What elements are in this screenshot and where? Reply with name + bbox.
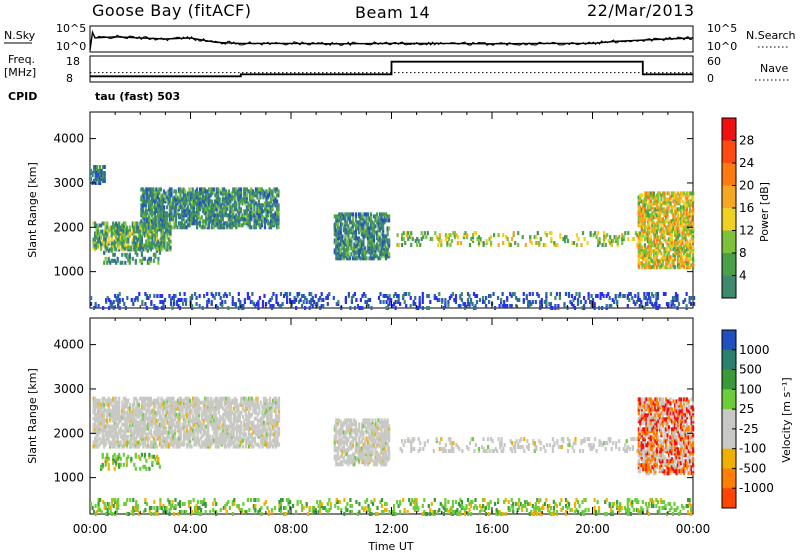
colorbar-segment: [722, 208, 736, 231]
nsky-label: N.Sky: [4, 29, 36, 42]
colorbar-tick-label: 4: [739, 269, 747, 283]
velocity-ylabel: Slant Range [km]: [26, 368, 39, 464]
colorbar-tick-label: -500: [739, 461, 766, 475]
xtick-label: 04:00: [173, 522, 208, 536]
ytick-label: 4000: [53, 132, 84, 146]
velocity-axes: 1000 2000 3000 4000 00:00 04:00 08:00 12:00 16:0…: [53, 318, 710, 536]
freq-label-line2: [MHz]: [4, 66, 36, 79]
power-panel-frame: [89, 111, 694, 309]
ytick-label: 4000: [53, 338, 84, 352]
ytick-label: 3000: [53, 176, 84, 190]
xtick-label: 20:00: [575, 522, 610, 536]
echo-region: [90, 498, 693, 516]
xtick-label: 00:00: [676, 522, 711, 536]
velocity-colorbar-label: Velocity [m s⁻¹]: [780, 377, 793, 462]
freq-panel-frame: [89, 55, 694, 83]
noise-series: [89, 29, 694, 51]
echo-region: [637, 191, 695, 270]
velocity-echoes: [90, 396, 695, 516]
colorbar-tick-label: 24: [739, 156, 754, 170]
colorbar-segment: [722, 349, 736, 371]
beam-title: Beam 14: [355, 3, 430, 22]
xtick-label: 08:00: [274, 522, 309, 536]
colorbar-segment: [722, 448, 736, 469]
velocity-colorbar: 1000 500 100 25 -25 -100 -500 -1000: [721, 329, 774, 509]
colorbar-segment: [722, 253, 736, 276]
ytick-label: 3000: [53, 382, 84, 396]
cpid-value: tau (fast) 503: [95, 90, 180, 103]
echo-region: [333, 418, 391, 467]
noise-left-tick-bottom: 10^0: [56, 40, 86, 53]
xtick-label: 16:00: [475, 522, 510, 536]
colorbar-tick-label: 20: [739, 179, 754, 193]
colorbar-frame: [721, 329, 737, 509]
colorbar-segment: [722, 428, 736, 450]
ytick-label: 1000: [53, 265, 84, 279]
noise-left-tick-top: 10^5: [56, 22, 86, 35]
freq-line: [90, 60, 693, 78]
echo-region: [399, 437, 640, 453]
colorbar-segment: [722, 389, 736, 410]
colorbar-tick-label: 16: [739, 201, 754, 215]
colorbar-segment: [722, 230, 736, 254]
freq-nave-series: [90, 60, 693, 78]
colorbar-segment: [722, 118, 736, 141]
colorbar-tick-label: -100: [739, 442, 766, 456]
freq-tick-bottom: 8: [66, 72, 73, 85]
power-echoes: [90, 165, 696, 310]
colorbar-tick-label: 12: [739, 224, 754, 238]
colorbar-segment: [722, 275, 736, 299]
noise-panel-frame: [89, 25, 694, 53]
cpid-label: CPID: [8, 90, 37, 103]
echo-region: [92, 396, 281, 449]
noise-right-tick-top: 10^5: [707, 22, 737, 35]
power-colorbar-label: Power [dB]: [758, 182, 771, 242]
echo-region: [100, 246, 161, 265]
echo-region: [333, 212, 391, 261]
colorbar-tick-label: -1000: [739, 481, 774, 495]
nsearch-label: N.Search: [746, 29, 796, 42]
colorbar-tick-label: 500: [739, 363, 762, 377]
freq-tick-top: 18: [66, 55, 80, 68]
nave-label: Nave: [760, 62, 788, 75]
colorbar-segment: [722, 369, 736, 390]
colorbar-tick-label: 8: [739, 246, 747, 260]
xtick-label: 00:00: [73, 522, 108, 536]
station-title: Goose Bay (fitACF): [92, 1, 251, 20]
ytick-label: 2000: [53, 220, 84, 234]
colorbar-segment: [722, 330, 736, 351]
time-xlabel: Time UT: [367, 540, 413, 553]
colorbar-tick-label: 28: [739, 134, 754, 148]
colorbar-segment: [722, 468, 736, 489]
colorbar-segment: [722, 409, 736, 430]
power-axes: 1000 2000 3000 4000: [53, 112, 694, 308]
freq-label-line1: Freq.: [8, 53, 35, 66]
colorbar-segment: [722, 163, 736, 186]
colorbar-tick-label: -25: [739, 422, 759, 436]
power-colorbar: 4 8 12 16 20 24 28: [721, 117, 754, 299]
colorbar-segment: [722, 185, 736, 209]
colorbar-segment: [722, 488, 736, 509]
colorbar-tick-label: 100: [739, 382, 762, 396]
colorbar-tick-label: 1000: [739, 343, 770, 357]
echo-region: [140, 187, 280, 230]
nave-tick-bottom: 0: [707, 72, 714, 85]
power-ylabel: Slant Range [km]: [26, 162, 39, 258]
nave-tick-top: 60: [707, 55, 721, 68]
echo-region: [90, 165, 106, 185]
echo-region: [396, 231, 639, 247]
date-title: 22/Mar/2013: [587, 1, 695, 20]
colorbar-segment: [722, 140, 736, 164]
echo-region: [100, 452, 161, 471]
colorbar-tick-label: 25: [739, 402, 754, 416]
echo-region: [92, 221, 172, 252]
xtick-label: 12:00: [374, 522, 409, 536]
echo-region: [637, 397, 695, 476]
ytick-label: 2000: [53, 426, 84, 440]
noise-right-tick-bottom: 10^0: [707, 40, 737, 53]
ytick-label: 1000: [53, 471, 84, 485]
nsky-noise-jitter: [94, 34, 693, 47]
